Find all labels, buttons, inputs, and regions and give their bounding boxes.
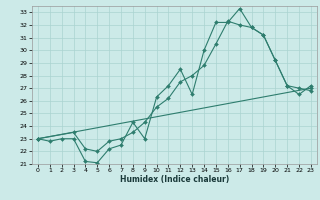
X-axis label: Humidex (Indice chaleur): Humidex (Indice chaleur) [120,175,229,184]
